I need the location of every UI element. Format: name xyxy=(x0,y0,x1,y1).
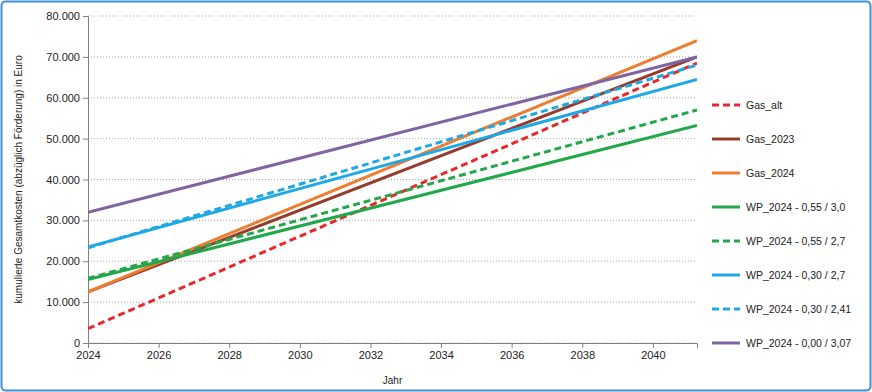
x-tick-mark xyxy=(370,343,371,348)
y-tick-mark xyxy=(83,302,88,303)
x-tick: 2040 xyxy=(641,343,665,361)
x-tick: 2034 xyxy=(429,343,453,361)
y-tick-label: 80.000 xyxy=(46,10,80,22)
x-tick-label: 2032 xyxy=(359,349,383,361)
y-tick-mark xyxy=(83,98,88,99)
legend-label: WP_2024 - 0,30 / 2,41 xyxy=(746,303,851,315)
y-tick: 50.000 xyxy=(46,133,88,145)
y-tick: 70.000 xyxy=(46,51,88,63)
y-axis: 0 10.000 20.000 30.000 40.000 50.000 60.000 70.… xyxy=(46,10,88,349)
legend-swatch xyxy=(712,308,740,311)
y-tick-mark xyxy=(83,343,88,344)
x-tick-label: 2028 xyxy=(217,349,241,361)
y-axis-title: kumulierte Gesamtkosten (abzüglich Förde… xyxy=(13,55,24,304)
y-tick-label: 20.000 xyxy=(46,255,80,267)
legend-swatch xyxy=(712,206,740,209)
series-line xyxy=(88,57,697,292)
y-tick-label: 0 xyxy=(74,337,80,349)
legend-swatch xyxy=(712,104,740,107)
grid xyxy=(88,16,697,343)
y-tick-mark xyxy=(83,139,88,140)
x-tick: 2026 xyxy=(147,343,171,361)
series-line xyxy=(88,41,697,292)
x-axis-title: Jahr xyxy=(383,375,403,386)
y-tick: 60.000 xyxy=(46,92,88,104)
y-tick: 40.000 xyxy=(46,174,88,186)
x-tick-mark xyxy=(653,343,654,348)
legend-swatch xyxy=(712,342,740,345)
grid-line xyxy=(88,261,697,262)
series-line xyxy=(88,63,697,329)
x-tick-mark xyxy=(229,343,230,348)
y-axis-line xyxy=(83,17,89,344)
x-tick-label: 2030 xyxy=(288,349,312,361)
series-line xyxy=(88,126,697,280)
x-tick-label: 2038 xyxy=(571,349,595,361)
legend-label: Gas_2024 xyxy=(746,167,795,179)
x-tick-mark xyxy=(88,343,89,348)
x-axis: 2024 2026 2028 2030 2032 2034 2036 2038 2040 xyxy=(76,343,697,361)
x-tick-label: 2024 xyxy=(76,349,100,361)
legend-label: WP_2024 - 0,00 / 3,07 xyxy=(746,337,851,349)
x-axis-line xyxy=(89,344,698,349)
x-tick: 2038 xyxy=(571,343,595,361)
y-tick-mark xyxy=(83,261,88,262)
lines xyxy=(88,41,697,329)
grid-line xyxy=(88,56,697,57)
x-tick-mark xyxy=(441,343,442,348)
x-tick-label: 2036 xyxy=(500,349,524,361)
x-tick-label: 2026 xyxy=(147,349,171,361)
grid-line xyxy=(88,97,697,98)
x-tick-mark xyxy=(582,343,583,348)
legend-swatch xyxy=(712,274,740,277)
legend-swatch xyxy=(712,138,740,141)
y-tick: 10.000 xyxy=(46,296,88,308)
x-tick-label: 2034 xyxy=(429,349,453,361)
y-tick-label: 70.000 xyxy=(46,51,80,63)
y-tick-label: 30.000 xyxy=(46,214,80,226)
legend-label: WP_2024 - 0,55 / 3,0 xyxy=(746,201,845,213)
x-tick: 2036 xyxy=(500,343,524,361)
legend-swatch xyxy=(712,172,740,175)
y-tick: 20.000 xyxy=(46,255,88,267)
x-tick-mark xyxy=(512,343,513,348)
y-tick-mark xyxy=(83,16,88,17)
frame xyxy=(2,2,871,391)
x-tick: 2030 xyxy=(288,343,312,361)
y-tick: 0 xyxy=(74,337,88,349)
legend-label: Gas_2023 xyxy=(746,133,795,145)
x-tick: 2024 xyxy=(76,343,100,361)
legend: Gas_alt Gas_2023 Gas_2024 WP_2024 - 0,55 / … xyxy=(712,99,851,349)
y-tick-label: 10.000 xyxy=(46,296,80,308)
x-tick-mark xyxy=(159,343,160,348)
legend-swatch xyxy=(712,240,740,243)
x-tick-mark xyxy=(300,343,301,348)
grid-line xyxy=(88,302,697,303)
x-tick-label: 2040 xyxy=(641,349,665,361)
y-tick: 80.000 xyxy=(46,10,88,22)
grid-line xyxy=(88,179,697,180)
legend-label: Gas_alt xyxy=(746,99,782,111)
y-tick-mark xyxy=(83,180,88,181)
grid-line xyxy=(88,16,697,17)
x-tick: 2028 xyxy=(217,343,241,361)
y-tick: 30.000 xyxy=(46,214,88,226)
series-line xyxy=(88,65,697,248)
y-tick-mark xyxy=(83,57,88,58)
grid-line xyxy=(88,138,697,139)
y-tick-label: 40.000 xyxy=(46,174,80,186)
y-tick-mark xyxy=(83,220,88,221)
y-tick-label: 60.000 xyxy=(46,92,80,104)
y-tick-label: 50.000 xyxy=(46,133,80,145)
x-tick: 2032 xyxy=(359,343,383,361)
series-line xyxy=(88,57,697,212)
legend-label: WP_2024 - 0,55 / 2,7 xyxy=(746,235,845,247)
chart: 0 10.000 20.000 30.000 40.000 50.000 60.000 70.… xyxy=(0,0,872,392)
legend-label: WP_2024 - 0,30 / 2,7 xyxy=(746,269,845,281)
